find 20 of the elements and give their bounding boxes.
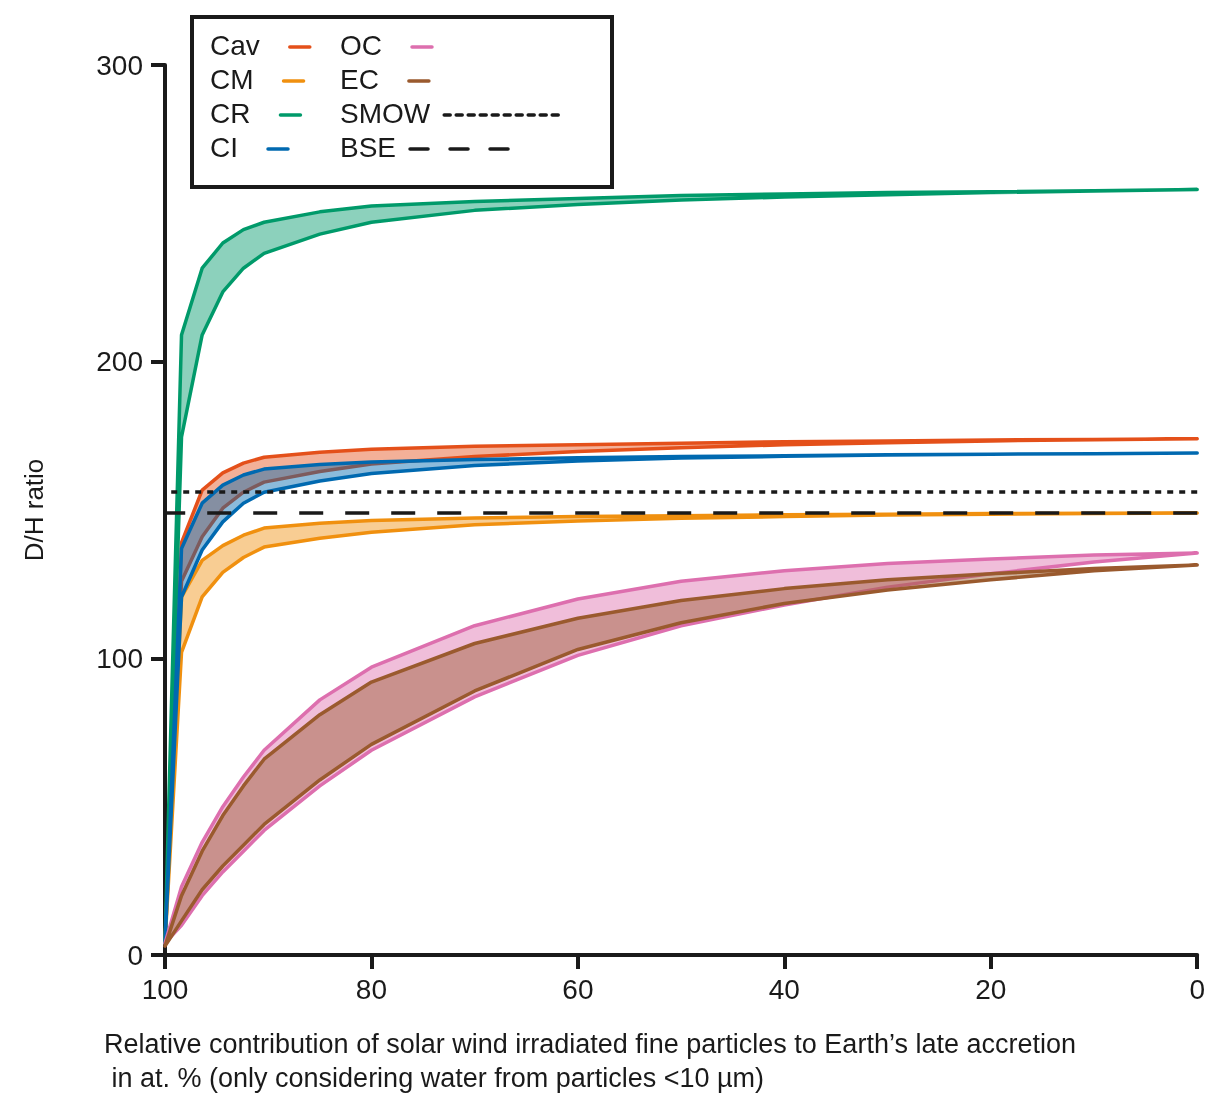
legend-label: SMOW bbox=[340, 97, 431, 129]
x-tick-label: 40 bbox=[768, 973, 800, 1005]
x-tick-label: 100 bbox=[141, 973, 189, 1005]
y-tick-label: 300 bbox=[96, 49, 143, 81]
y-tick-label: 200 bbox=[96, 346, 143, 378]
x-axis-title: Relative contribution of solar wind irradiated fine particles to Earth’s late accretion in at. % (only considering water from particles <10 µm) bbox=[104, 1029, 1076, 1093]
y-tick-label: 100 bbox=[96, 642, 143, 674]
x-tick-label: 60 bbox=[562, 973, 594, 1005]
y-tick-label: 0 bbox=[127, 939, 143, 971]
y-axis-title: D/H ratio bbox=[19, 458, 49, 562]
x-tick-label: 80 bbox=[355, 973, 388, 1005]
legend-label: OC bbox=[340, 29, 382, 61]
x-tick-label: 20 bbox=[975, 973, 1007, 1005]
legend-label: CR bbox=[210, 97, 251, 129]
legend-label: BSE bbox=[340, 131, 397, 163]
legend-label: CM bbox=[210, 63, 254, 95]
x-tick-label: 0 bbox=[1189, 973, 1205, 1005]
legend-label: CI bbox=[210, 131, 238, 163]
legend-label: EC bbox=[340, 63, 379, 95]
legend-label: Cav bbox=[210, 29, 260, 61]
